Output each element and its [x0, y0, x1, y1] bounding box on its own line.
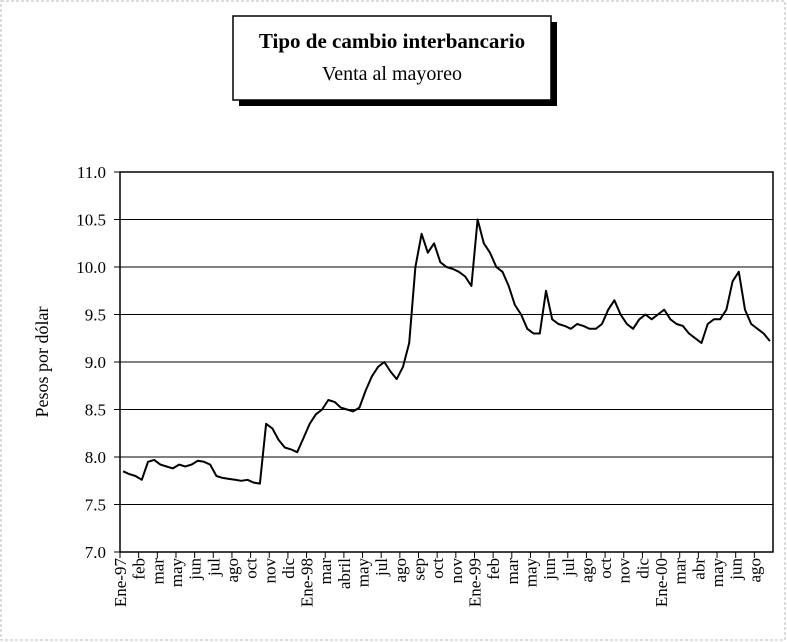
x-tick-label: nov — [447, 558, 466, 584]
x-tick-label: nov — [260, 558, 279, 584]
x-tick-label: may — [521, 558, 540, 588]
x-tick-label: may — [354, 558, 373, 588]
chart-title: Tipo de cambio interbancario — [259, 29, 525, 53]
y-tick-label: 10.5 — [76, 211, 106, 230]
x-tick-label: oct — [596, 558, 615, 579]
x-tick-label: ago — [223, 558, 242, 583]
y-tick-label: 11.0 — [77, 163, 106, 182]
x-tick-label: nov — [615, 558, 634, 584]
x-tick-label: oct — [242, 558, 261, 579]
x-tick-label: feb — [130, 558, 149, 580]
x-tick-label: sep — [410, 558, 429, 581]
y-tick-label: 9.5 — [85, 306, 106, 325]
x-tick-label: jun — [727, 558, 746, 581]
y-tick-label: 10.0 — [76, 258, 106, 277]
chart-subtitle: Venta al mayoreo — [322, 63, 462, 85]
x-tick-label: Ene-99 — [465, 558, 484, 607]
x-tick-label: abril — [335, 558, 354, 589]
plot-area — [119, 171, 774, 553]
x-tick-label: Ene-97 — [111, 558, 130, 608]
x-tick-label: may — [708, 558, 727, 588]
x-tick-label: dic — [633, 558, 652, 579]
x-tick-label: mar — [148, 558, 167, 585]
x-tick-label: jul — [204, 558, 223, 577]
series-line — [122, 218, 771, 485]
x-tick-label: Ene-98 — [298, 558, 317, 607]
x-tick-label: jun — [186, 558, 205, 581]
y-tick-label: 7.0 — [85, 543, 106, 562]
x-tick-label: may — [167, 558, 186, 588]
x-tick-label: oct — [428, 558, 447, 579]
y-tick-label: 7.5 — [85, 496, 106, 515]
x-tick-label: ago — [745, 558, 764, 583]
x-tick-label: abr — [689, 558, 708, 580]
title-box — [232, 15, 552, 101]
y-tick-label: 8.5 — [85, 401, 106, 420]
x-tick-label: feb — [484, 558, 503, 580]
x-tick-label: jun — [540, 558, 559, 581]
y-tick-label: 8.0 — [85, 448, 106, 467]
x-tick-label: dic — [279, 558, 298, 579]
x-tick-label: mar — [671, 558, 690, 585]
x-tick-label: jul — [372, 558, 391, 577]
y-axis-label: Pesos por dólar — [32, 307, 52, 418]
x-tick-label: jul — [559, 558, 578, 577]
x-tick-label: mar — [503, 558, 522, 585]
y-tick-label: 9.0 — [85, 353, 106, 372]
x-tick-label: mar — [316, 558, 335, 585]
x-tick-label: ago — [577, 558, 596, 583]
x-tick-label: ago — [391, 558, 410, 583]
x-tick-label: Ene-00 — [652, 558, 671, 607]
